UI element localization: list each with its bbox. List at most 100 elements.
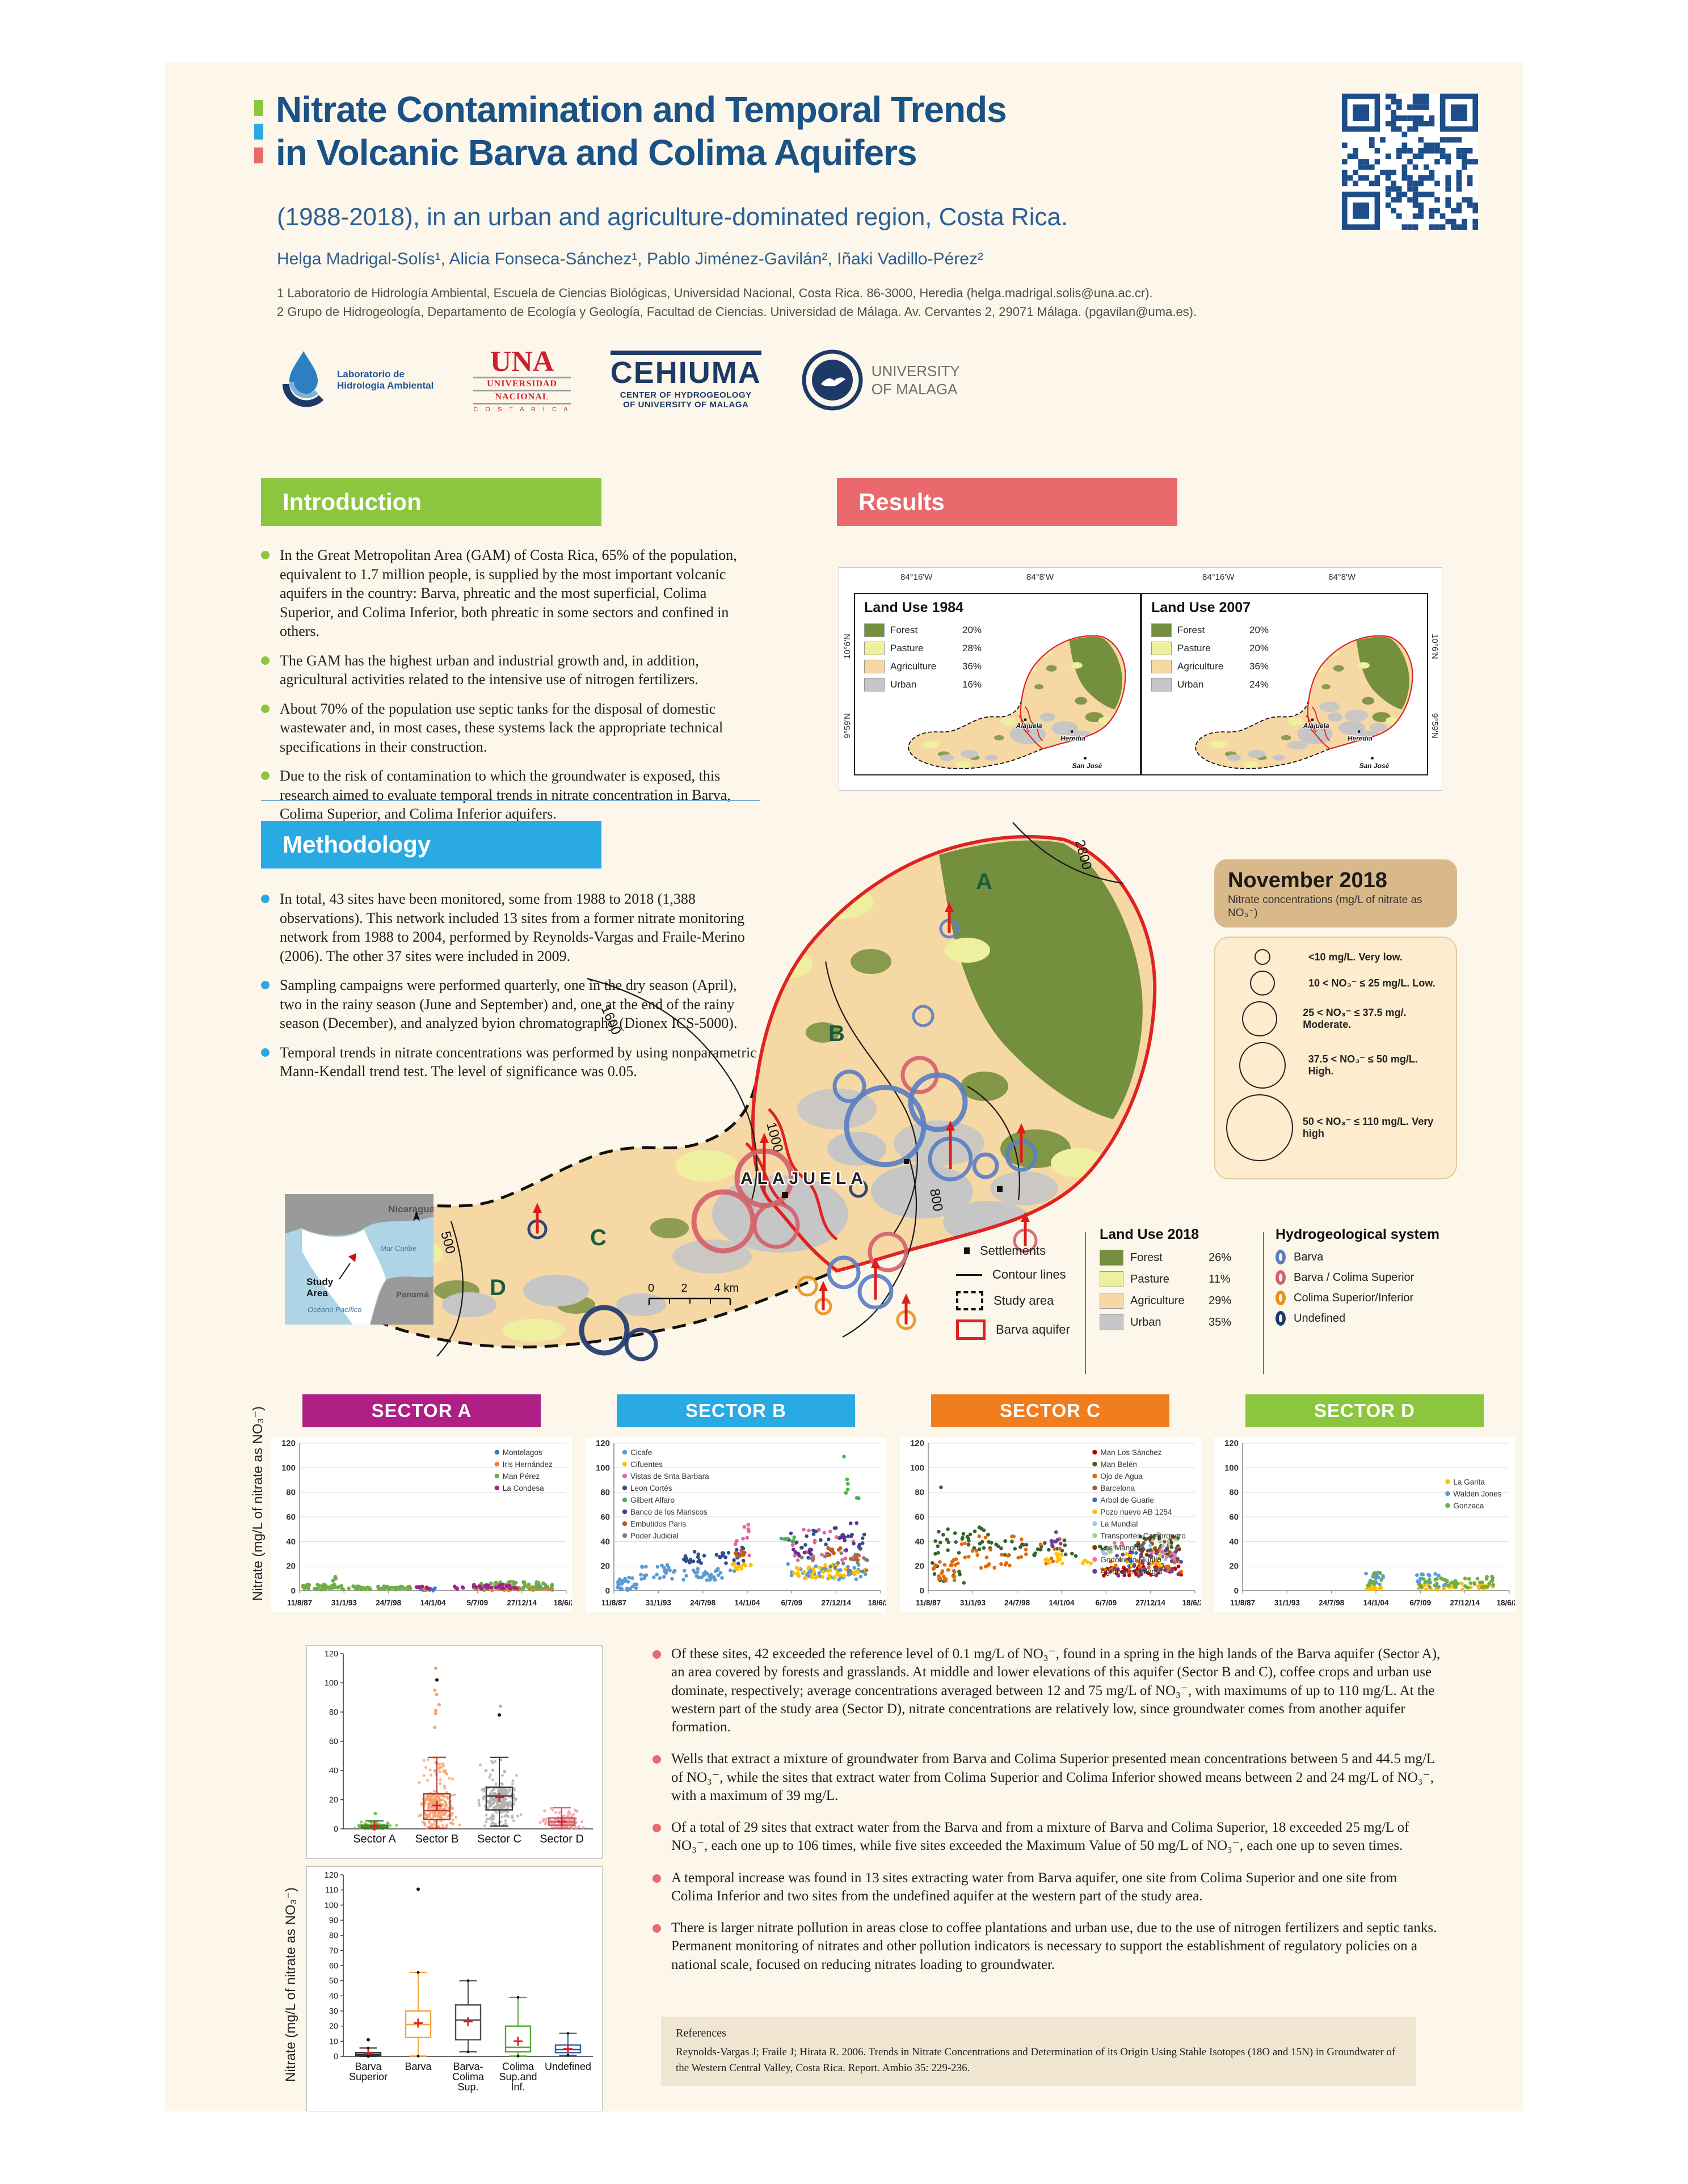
aquifer-ring-icon: [1276, 1250, 1286, 1264]
aquifer-ring-icon: [1276, 1291, 1286, 1305]
landuse-map-2007: Land Use 2007 Forest 20% Pasture 20% Agricul…: [1141, 593, 1428, 775]
legend-swatch: [1151, 642, 1172, 655]
nov2018-classes: <10 mg/L. Very low. 10 < NO₃⁻ ≤ 25 mg/L. …: [1214, 937, 1457, 1179]
svg-text:60: 60: [329, 1962, 338, 1971]
svg-text:La Garita: La Garita: [1453, 1478, 1485, 1486]
legend-pct: 28%: [962, 643, 982, 653]
bullet-dot: [261, 656, 270, 665]
bullet-text: About 70% of the population use septic t…: [280, 700, 723, 755]
bullet-item: Wells that extract a mixture of groundwa…: [653, 1750, 1441, 1805]
svg-text:Embutidos Paris: Embutidos Paris: [630, 1520, 687, 1528]
svg-text:0: 0: [920, 1586, 924, 1596]
city-alajuela: Alajuela: [1303, 722, 1329, 730]
costa-rica-inset-map: Nicaragua Mar Caribe Panamá Océano Pacíf…: [285, 1194, 433, 1325]
svg-text:Godofredo Murillo: Godofredo Murillo: [1100, 1555, 1161, 1564]
una-logo-cr: C O S T A R I C A: [473, 406, 571, 413]
legend-row: Pasture 11%: [1100, 1271, 1231, 1287]
map-general-legend: Settlements Contour lines Study area Barva …: [956, 1243, 1070, 1349]
svg-text:Sector B: Sector B: [415, 1833, 459, 1845]
legend-label: Pasture: [890, 643, 924, 653]
svg-text:120: 120: [281, 1439, 296, 1448]
svg-text:Banco de los Mariscos: Banco de los Mariscos: [630, 1508, 708, 1516]
bullet-dot: [653, 1650, 661, 1659]
bullet-item: Of these sites, 42 exceeded the referenc…: [653, 1645, 1441, 1736]
svg-text:Sector D: Sector D: [540, 1833, 584, 1845]
svg-text:27/12/14: 27/12/14: [821, 1599, 851, 1607]
svg-text:100: 100: [325, 1901, 338, 1910]
lab-logo-text2: Hidrología Ambiental: [337, 380, 434, 391]
map-legend-row: Study area: [956, 1291, 1070, 1310]
svg-text:11/8/87: 11/8/87: [601, 1599, 626, 1607]
svg-text:14/1/04: 14/1/04: [1049, 1599, 1075, 1607]
map-legend-row: Settlements: [956, 1243, 1070, 1258]
legend-label: Agriculture: [1130, 1294, 1185, 1307]
legend-swatch: [1100, 1314, 1123, 1330]
legend-row: Forest 26%: [1100, 1250, 1231, 1266]
svg-text:27/12/14: 27/12/14: [507, 1599, 537, 1607]
svg-text:Vistas de Snta Barbara: Vistas de Snta Barbara: [630, 1472, 709, 1481]
city-alajuela: Alajuela: [1016, 722, 1042, 730]
svg-text:Walden Jones: Walden Jones: [1453, 1490, 1501, 1498]
logo-laboratorio-hidrologia: Laboratorio de Hidrología Ambiental: [278, 349, 433, 411]
svg-text:Cicafe: Cicafe: [630, 1448, 652, 1457]
coord-label: 84°16'W: [1202, 572, 1235, 582]
title-line1: Nitrate Contamination and Temporal Trend…: [276, 89, 1007, 130]
svg-text:20: 20: [329, 1796, 338, 1805]
map-legend-row: Contour lines: [956, 1267, 1070, 1282]
svg-text:30: 30: [329, 2007, 338, 2016]
nov2018-title: November 2018: [1228, 868, 1387, 892]
svg-text:5/7/09: 5/7/09: [467, 1599, 489, 1607]
svg-text:80: 80: [915, 1488, 924, 1498]
water-drop-icon: [282, 351, 324, 407]
svg-text:120: 120: [596, 1439, 610, 1448]
svg-text:31/1/93: 31/1/93: [646, 1599, 672, 1607]
contour-lines: [436, 822, 1124, 1357]
legend-swatch: [1151, 678, 1172, 692]
bullet-text: Sampling campaigns were performed quarte…: [280, 977, 738, 1032]
svg-text:Arbol de Guarie: Arbol de Guarie: [1100, 1496, 1154, 1504]
svg-text:Pozo nuevo AB 1254: Pozo nuevo AB 1254: [1100, 1508, 1172, 1516]
svg-text:6/7/09: 6/7/09: [781, 1599, 803, 1607]
sector-label-D: D: [490, 1275, 506, 1300]
svg-text:60: 60: [286, 1512, 296, 1522]
lab-logo-text1: Laboratorio de: [337, 368, 405, 380]
scale-4km: 4 km: [714, 1282, 739, 1295]
bullet-item: In total, 43 sites have been monitored, …: [261, 889, 760, 965]
svg-text:0: 0: [605, 1586, 610, 1596]
svg-text:40: 40: [915, 1537, 924, 1546]
bullet-text: In the Great Metropolitan Area (GAM) of …: [280, 547, 737, 640]
svg-text:10: 10: [329, 2037, 338, 2046]
scale-bar: 0 2 4 km: [648, 1282, 739, 1309]
nov-class-label: 10 < NO₃⁻ ≤ 25 mg/L. Low.: [1308, 977, 1436, 989]
legend-label: Urban: [1130, 1316, 1161, 1329]
scale-2: 2: [681, 1282, 688, 1295]
svg-text:18/6/20: 18/6/20: [1182, 1599, 1201, 1607]
svg-text:14/1/04: 14/1/04: [420, 1599, 446, 1607]
authors: Helga Madrigal-Solís¹, Alicia Fonseca-Sá…: [277, 250, 983, 268]
svg-text:Sup.: Sup.: [457, 2081, 478, 2093]
sector-boxplot: 0 20 40 60 80 100 120 Sector A Sector B Sector C S…: [306, 1645, 603, 1859]
legend-swatch: [1151, 660, 1172, 673]
sector-label-B: B: [828, 1021, 845, 1046]
sector-c-header: SECTOR C: [931, 1394, 1169, 1427]
brand-squares: [254, 100, 264, 171]
hydro-legend-label: Colima Superior/Inferior: [1294, 1291, 1414, 1304]
svg-text:Barva-: Barva-: [453, 2061, 483, 2072]
svg-text:Colima: Colima: [502, 2061, 534, 2072]
svg-text:Poder Judicial: Poder Judicial: [630, 1532, 679, 1540]
legend-label: Pasture: [1130, 1272, 1169, 1285]
legend-label: Urban: [1177, 679, 1204, 690]
logo-una: UNA UNIVERSIDAD NACIONAL C O S T A R I C…: [473, 347, 571, 413]
legend-swatch: [864, 623, 885, 637]
inset-study2: Area: [306, 1288, 328, 1298]
brand-square-green: [254, 100, 263, 116]
introduction-header: Introduction: [261, 478, 601, 526]
svg-text:50: 50: [329, 1977, 338, 1986]
hydro-legend-title: Hydrogeological system: [1276, 1226, 1439, 1242]
svg-text:100: 100: [325, 1679, 338, 1688]
qr-code: [1342, 94, 1478, 230]
bullet-dot: [653, 1874, 661, 1883]
bullet-dot: [261, 981, 270, 990]
inset-oceano: Océano Pacífico: [308, 1305, 361, 1314]
svg-text:60: 60: [329, 1738, 338, 1747]
